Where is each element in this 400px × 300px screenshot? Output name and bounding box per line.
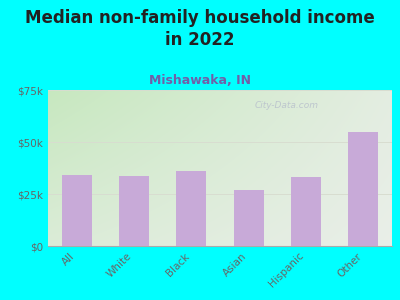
- Bar: [119, 176, 149, 246]
- Bar: [348, 132, 378, 246]
- Text: Mishawaka, IN: Mishawaka, IN: [149, 74, 251, 86]
- Bar: [176, 171, 206, 246]
- Bar: [234, 190, 264, 246]
- Text: City-Data.com: City-Data.com: [254, 101, 318, 110]
- Bar: [62, 175, 92, 246]
- Bar: [291, 177, 321, 246]
- Text: Median non-family household income
in 2022: Median non-family household income in 20…: [25, 9, 375, 49]
